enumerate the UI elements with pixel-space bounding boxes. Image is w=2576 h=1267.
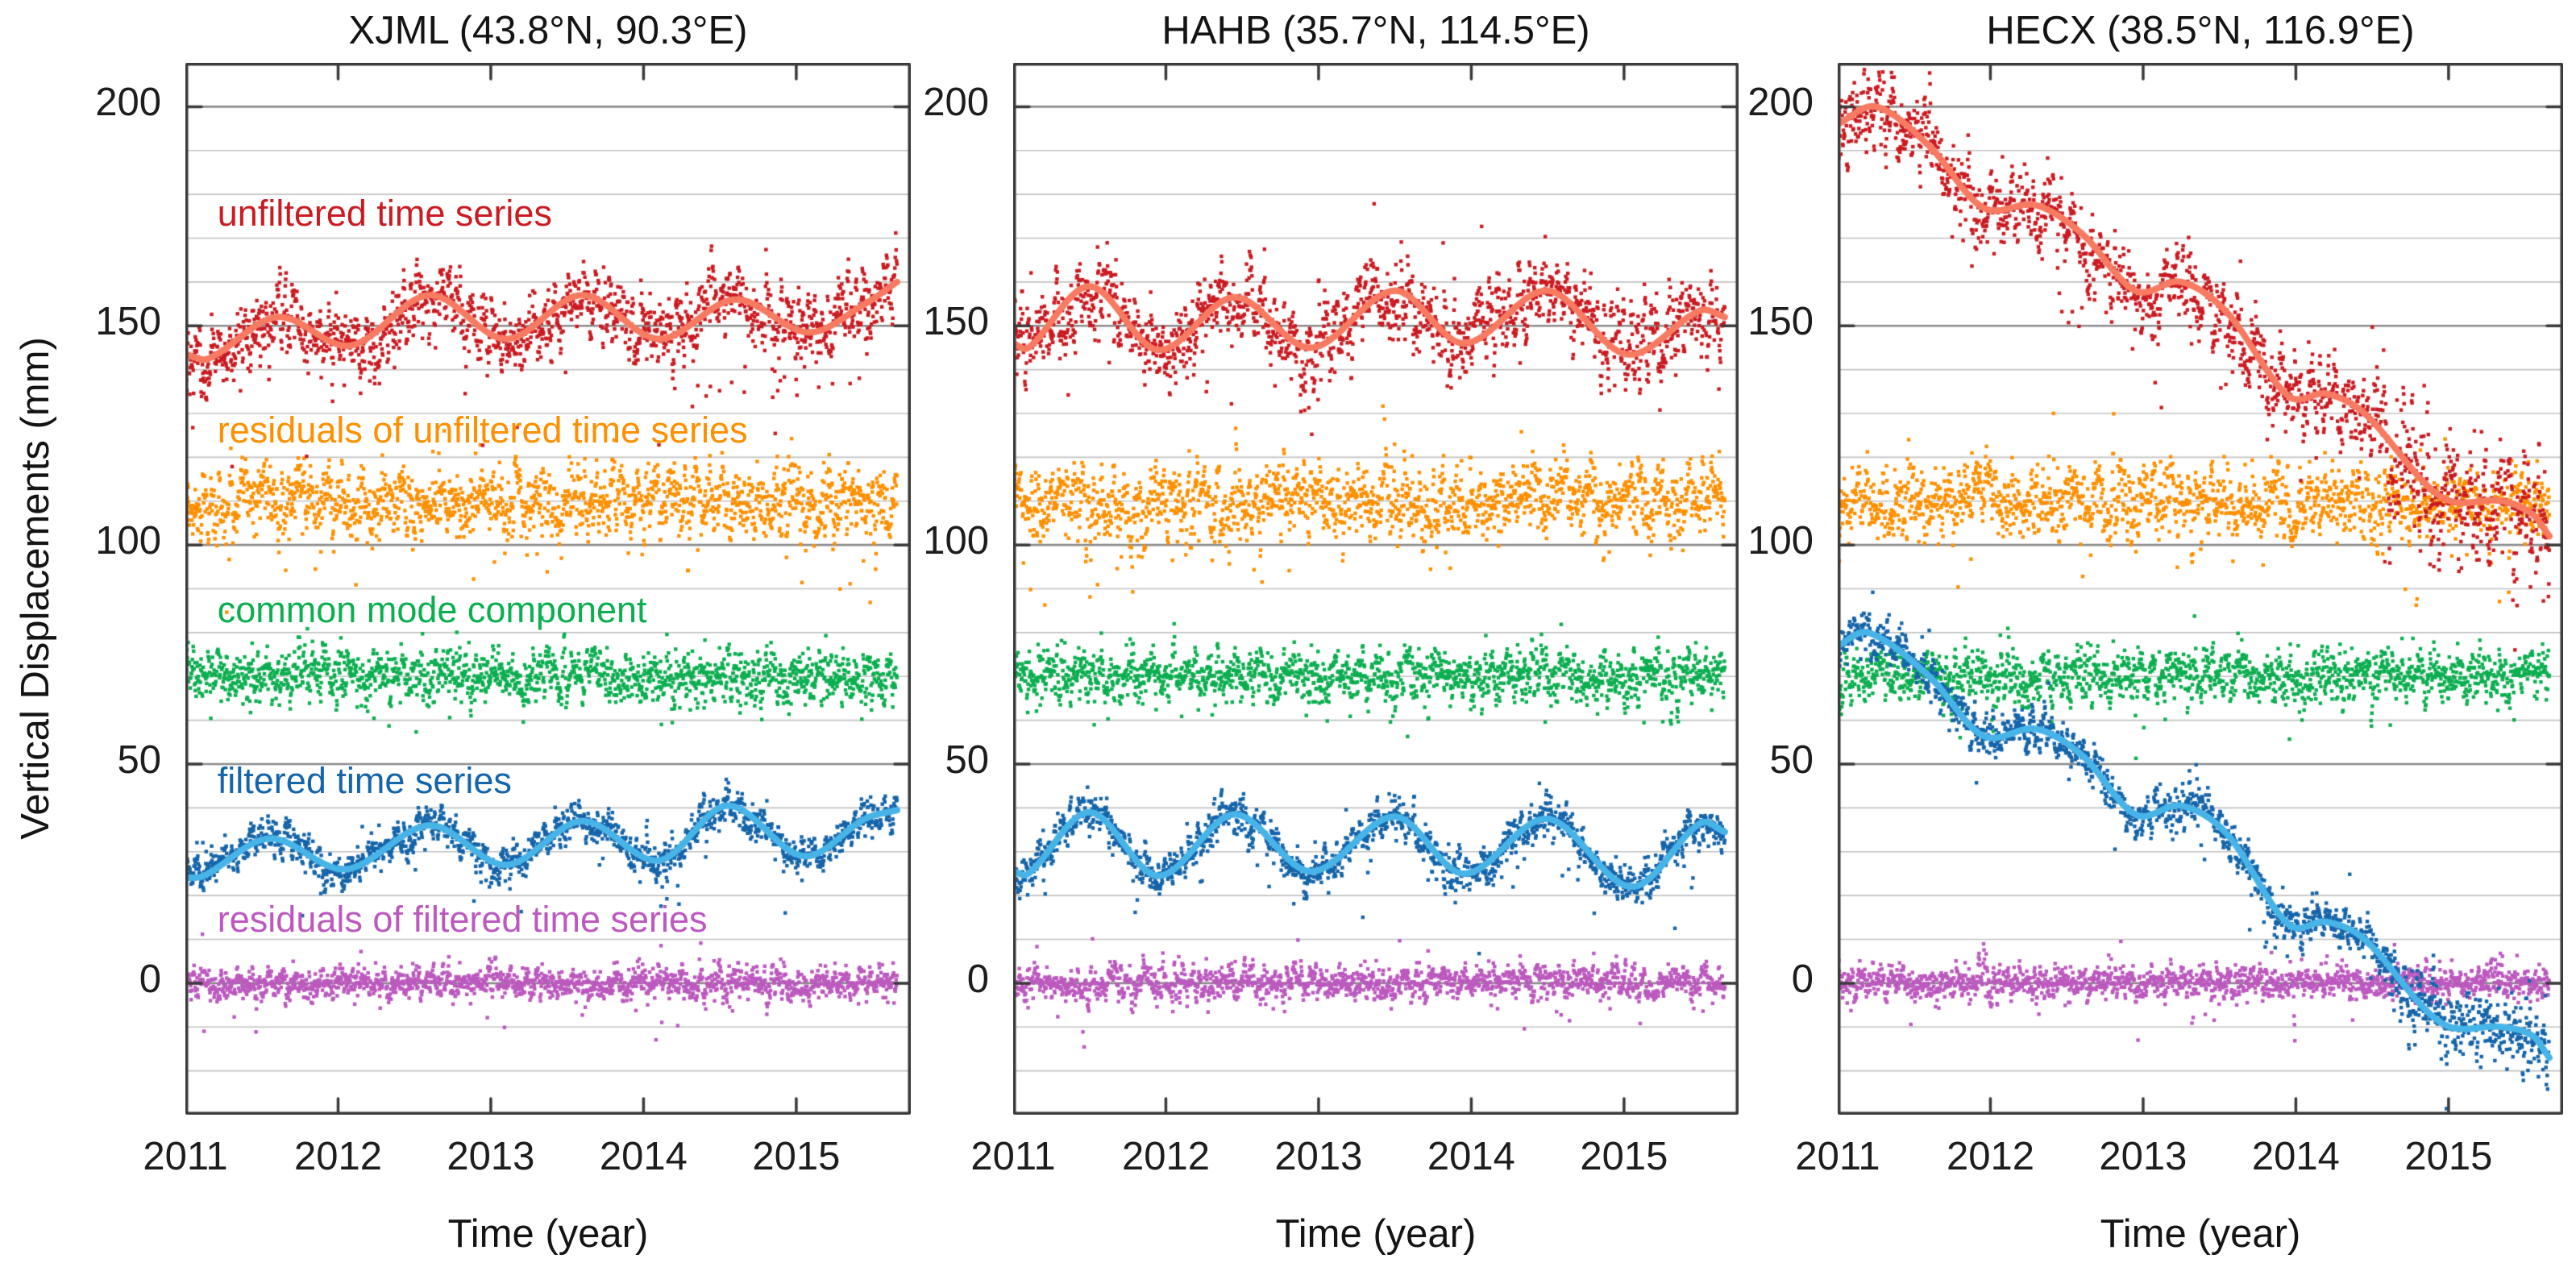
x-tick-label: 2014 xyxy=(599,1135,688,1178)
panel-title-xjml: XJML (43.8°N, 90.3°E) xyxy=(348,9,748,52)
y-tick-label: 150 xyxy=(923,300,989,344)
panel-title-hahb: HAHB (35.7°N, 114.5°E) xyxy=(1161,9,1590,52)
series-label-common-mode: common mode component xyxy=(217,589,647,631)
x-axis-label-xjml: Time (year) xyxy=(447,1212,649,1256)
y-tick-label: 150 xyxy=(1747,300,1814,344)
y-tick-label: 150 xyxy=(95,300,161,344)
series-label-unfiltered: unfiltered time series xyxy=(217,193,552,235)
panel-hahb: HAHB (35.7°N, 114.5°E) Time (year) 0 50 10… xyxy=(923,9,1739,1256)
x-axis-label-hahb: Time (year) xyxy=(1275,1212,1477,1256)
x-tick-label: 2012 xyxy=(1121,1135,1210,1178)
x-tick-label: 2012 xyxy=(293,1135,382,1178)
y-tick-label: 100 xyxy=(1747,519,1814,563)
panel-xjml: XJML (43.8°N, 90.3°E) unfiltered time se… xyxy=(95,9,911,1256)
x-tick-label: 2011 xyxy=(143,1135,228,1178)
panel-hecx: HECX (38.5°N, 116.9°E) Time (year) 0 50 10… xyxy=(1747,9,2563,1256)
y-tick-label: 200 xyxy=(95,81,161,125)
x-tick-label: 2014 xyxy=(1427,1135,1515,1178)
y-tick-label: 200 xyxy=(1747,81,1814,125)
xjml-chart-canvas xyxy=(185,63,911,1115)
y-tick-label: 200 xyxy=(923,81,989,125)
x-tick-label: 2014 xyxy=(2251,1135,2340,1178)
x-tick-label: 2013 xyxy=(1274,1135,1363,1178)
series-label-filtered: filtered time series xyxy=(217,760,512,802)
y-tick-label: 0 xyxy=(139,957,161,1001)
y-tick-label: 100 xyxy=(95,519,161,563)
y-tick-label: 100 xyxy=(923,519,989,563)
x-axis-label-hecx: Time (year) xyxy=(2100,1212,2301,1256)
y-tick-label: 50 xyxy=(945,738,989,782)
y-tick-label: 0 xyxy=(1791,957,1814,1001)
y-axis-label: Vertical Displacements (mm) xyxy=(14,337,57,840)
x-tick-label: 2012 xyxy=(1946,1135,2034,1178)
series-label-filtered-residuals: residuals of filtered time series xyxy=(217,898,708,940)
y-tick-label: 0 xyxy=(966,957,989,1001)
x-tick-label: 2011 xyxy=(970,1135,1056,1178)
x-tick-label: 2015 xyxy=(752,1135,841,1178)
y-tick-label: 50 xyxy=(117,738,161,782)
panel-title-hecx: HECX (38.5°N, 116.9°E) xyxy=(1986,9,2415,52)
x-tick-label: 2015 xyxy=(1580,1135,1668,1178)
x-tick-label: 2015 xyxy=(2404,1135,2493,1178)
x-tick-label: 2011 xyxy=(1795,1135,1880,1178)
hecx-chart-canvas xyxy=(1838,63,2563,1115)
x-tick-label: 2013 xyxy=(2099,1135,2188,1178)
y-tick-label: 50 xyxy=(1769,738,1814,782)
series-label-unfiltered-residuals: residuals of unfiltered time series xyxy=(217,409,748,451)
hahb-chart-canvas xyxy=(1013,63,1739,1115)
x-tick-label: 2013 xyxy=(447,1135,535,1178)
